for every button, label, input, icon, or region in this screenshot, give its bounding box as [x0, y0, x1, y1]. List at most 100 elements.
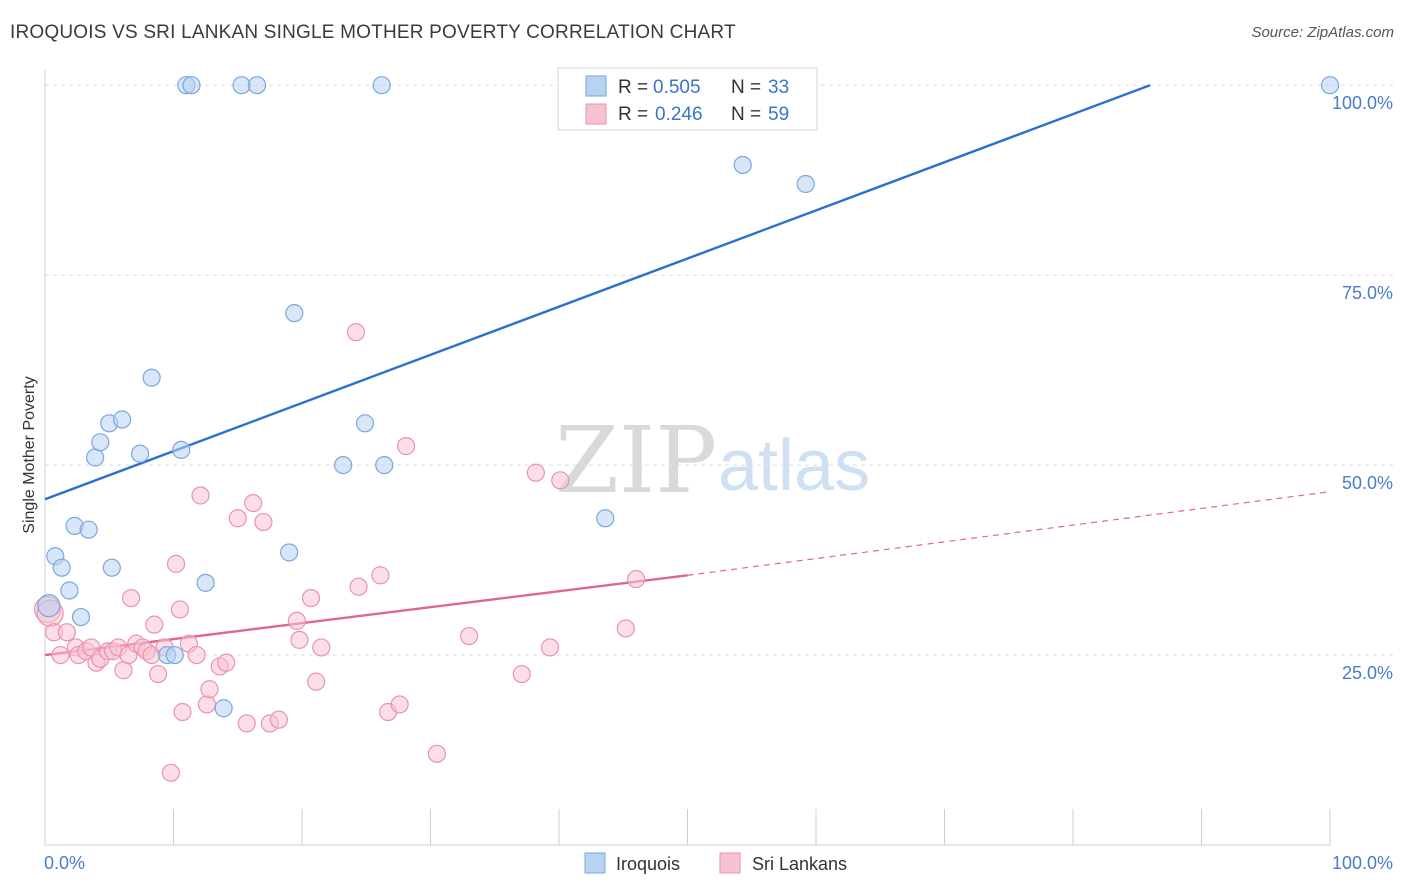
iroquois-point	[165, 645, 184, 665]
sri-lankan-point	[396, 437, 416, 456]
x-tick-label: 0.0%	[44, 853, 85, 873]
sri-lankan-point	[166, 554, 186, 573]
legend-n-label: N =	[731, 77, 761, 98]
axes	[44, 70, 1331, 846]
iroquois-point	[334, 455, 353, 475]
sri-lankan-point	[200, 680, 219, 699]
sri-lankan-point	[626, 569, 646, 589]
iroquois-point	[196, 573, 215, 592]
sri-lankan-point	[287, 611, 306, 630]
iroquois-point	[232, 76, 251, 95]
sri-lankan-point	[217, 653, 236, 672]
sri-lankan-point	[526, 463, 545, 482]
sri-lankan-point	[228, 509, 247, 528]
iroquois-point	[86, 448, 105, 467]
y-tick-label: 100.0%	[1332, 93, 1393, 113]
iroquois-point	[796, 174, 815, 194]
data-points	[33, 76, 1340, 782]
sri-lankan-point	[459, 626, 479, 646]
iroquois-point	[355, 414, 375, 433]
iroquois-point	[1320, 76, 1340, 95]
iroquois-point	[52, 558, 71, 577]
sri-lankan-point	[57, 623, 76, 642]
iroquois-point	[142, 368, 161, 387]
sri-lankan-point	[307, 672, 326, 691]
sri-lankan-point	[145, 615, 164, 634]
iroquois-point	[182, 76, 201, 95]
watermark-zip: ZIP	[555, 407, 717, 514]
x-tick-labels: 0.0% 100.0%	[44, 853, 1393, 873]
x-tick-label: 100.0%	[1332, 853, 1393, 873]
y-tick-label: 50.0%	[1342, 473, 1393, 493]
legend-n-label: N =	[731, 104, 761, 125]
legend-r-value: 0.246	[655, 104, 703, 125]
y-axis-label: Single Mother Poverty	[21, 376, 38, 533]
watermark: ZIP atlas	[555, 407, 870, 514]
series-legend-sri-lankans: Sri Lankans	[752, 854, 847, 874]
source-label: Source: ZipAtlas.com	[1251, 24, 1394, 41]
sri-lankan-point	[51, 645, 70, 665]
sri-lankan-point	[512, 664, 531, 684]
iroquois-point	[130, 444, 150, 463]
series-legend-swatch-sri-lankans	[719, 852, 741, 874]
legend-swatch-sri-lankans	[585, 103, 607, 125]
sri-lankan-point	[371, 566, 390, 585]
iroquois-point	[172, 440, 191, 460]
iroquois-point	[112, 410, 132, 429]
iroquois-point	[79, 520, 98, 539]
sri-lankan-point	[170, 600, 190, 619]
sri-lankan-point	[301, 588, 321, 608]
iroquois-point	[91, 433, 110, 452]
grid-lines	[45, 84, 1395, 656]
iroquois-point	[596, 509, 615, 528]
sri-lankan-point	[269, 710, 288, 729]
series-legend-swatch-iroquois	[584, 852, 606, 874]
sri-lankan-point	[427, 744, 447, 763]
iroquois-point	[375, 455, 394, 475]
iroquois-point	[733, 155, 752, 175]
sri-lankan-point	[173, 702, 192, 722]
legend-r-label: R =	[618, 77, 648, 98]
iroquois-point	[280, 543, 299, 562]
sri-lankan-point	[237, 714, 256, 733]
iroquois-point	[37, 594, 61, 618]
legend-n-value: 59	[768, 104, 789, 125]
y-tick-label: 75.0%	[1342, 283, 1393, 303]
trend-lines	[44, 84, 1331, 657]
sri-lankan-point	[187, 645, 206, 665]
sri-lankan-trend-line	[44, 574, 688, 657]
legend-n-value: 33	[768, 77, 789, 98]
watermark-atlas: atlas	[718, 426, 870, 506]
sri-lankan-point	[349, 577, 368, 596]
sri-lankan-point	[161, 763, 181, 782]
sri-lankan-point	[254, 512, 273, 532]
legend-r-value: 0.505	[653, 77, 701, 98]
sri-lankan-point	[121, 588, 141, 608]
sri-lankan-point	[191, 486, 210, 505]
sri-lankan-point	[346, 323, 366, 342]
iroquois-point	[372, 76, 391, 95]
sri-lankan-point	[114, 661, 133, 680]
sri-lankan-point	[616, 619, 635, 638]
iroquois-point	[71, 607, 91, 627]
legend-swatch-iroquois	[585, 75, 607, 97]
y-tick-labels: 25.0% 50.0% 75.0% 100.0%	[1332, 93, 1393, 683]
sri-lankan-point	[197, 695, 217, 714]
series-legend-iroquois: Iroquois	[616, 854, 680, 874]
iroquois-point	[285, 304, 304, 323]
correlation-legend: R = 0.505 N = 33 R = 0.246 N = 59	[557, 67, 818, 131]
iroquois-point	[60, 581, 79, 600]
sri-lankan-point	[390, 695, 409, 714]
sri-lankan-point	[244, 493, 263, 513]
iroquois-point	[214, 699, 233, 718]
sri-lankan-point	[148, 664, 168, 684]
legend-r-label: R =	[618, 104, 648, 125]
sri-lankan-trend-extension	[687, 491, 1331, 576]
y-tick-label: 25.0%	[1342, 663, 1393, 683]
series-legend: Iroquois Sri Lankans	[584, 852, 847, 874]
iroquois-point	[102, 558, 121, 577]
iroquois-point	[247, 76, 267, 95]
sri-lankan-point	[540, 638, 560, 657]
sri-lankan-point	[312, 638, 331, 657]
